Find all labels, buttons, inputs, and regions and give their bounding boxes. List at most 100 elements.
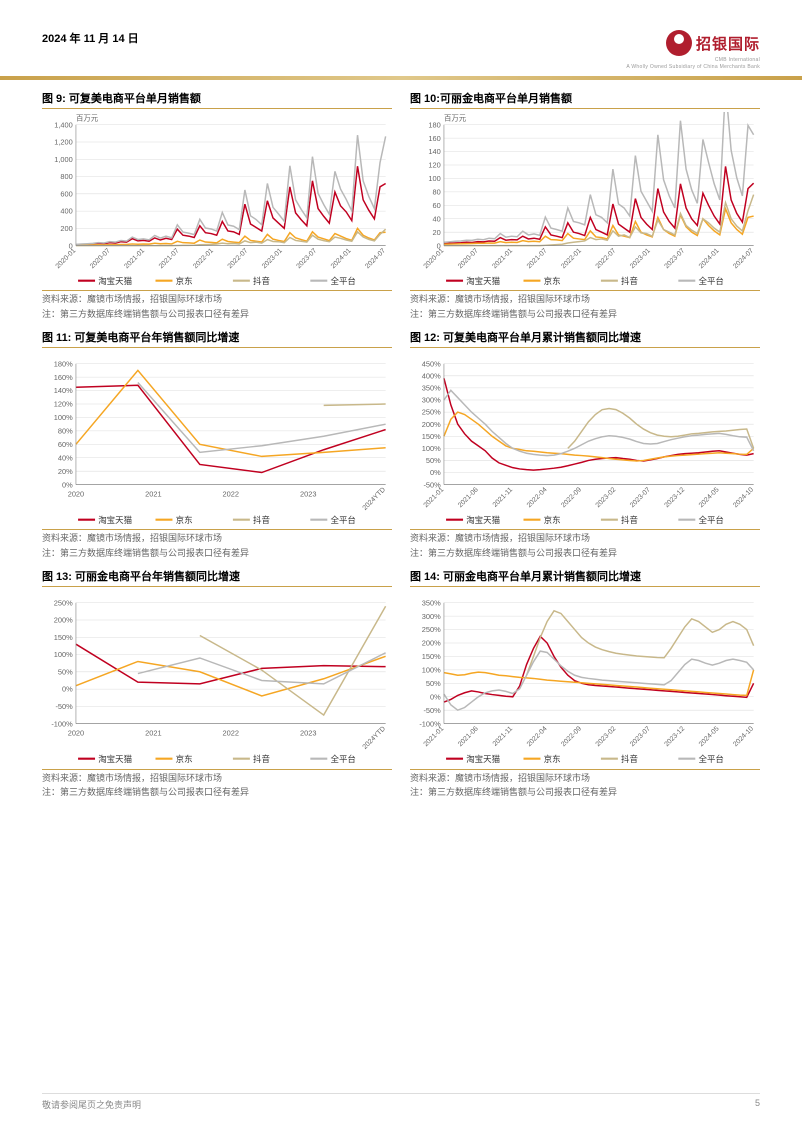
svg-text:2021: 2021 [145, 489, 161, 498]
svg-text:250%: 250% [422, 408, 441, 417]
svg-text:京东: 京东 [544, 754, 561, 764]
svg-text:250%: 250% [54, 599, 73, 608]
svg-text:抖音: 抖音 [253, 276, 270, 286]
footer-disclaimer: 敬请参阅尾页之免责声明 [42, 1098, 141, 1111]
svg-text:全平台: 全平台 [330, 276, 355, 286]
source-note: 注：第三方数据库终端销售额与公司报表口径有差异 [410, 547, 760, 561]
chart-cell-c11: 图 11: 可复美电商平台年销售额同比增速0%20%40%60%80%100%1… [42, 329, 392, 560]
svg-text:100%: 100% [54, 413, 73, 422]
svg-text:2021-01: 2021-01 [123, 247, 146, 270]
svg-text:60: 60 [433, 201, 441, 210]
chart-c9: 02004006008001,0001,2001,400百万元2020-0120… [42, 112, 392, 290]
svg-text:300%: 300% [422, 396, 441, 405]
chart-c12: -50%0%50%100%150%200%250%300%350%400%450… [410, 351, 760, 529]
source-note: 注：第三方数据库终端销售额与公司报表口径有差异 [410, 786, 760, 800]
divider [410, 769, 760, 770]
divider [42, 529, 392, 530]
svg-text:100%: 100% [54, 651, 73, 660]
svg-text:百万元: 百万元 [444, 113, 467, 122]
svg-text:2022-01: 2022-01 [192, 247, 215, 270]
svg-text:600: 600 [60, 189, 72, 198]
svg-text:200%: 200% [422, 420, 441, 429]
svg-text:2023-01: 2023-01 [261, 247, 284, 270]
svg-text:淘宝天猫: 淘宝天猫 [466, 754, 500, 764]
svg-text:-50%: -50% [423, 706, 441, 715]
svg-text:2024-05: 2024-05 [698, 486, 721, 509]
divider [410, 290, 760, 291]
svg-text:2023-07: 2023-07 [629, 726, 652, 749]
svg-text:200%: 200% [422, 639, 441, 648]
svg-text:160: 160 [428, 134, 440, 143]
svg-text:京东: 京东 [544, 515, 561, 525]
chart-title: 图 14: 可丽金电商平台单月累计销售额同比增速 [410, 568, 760, 587]
svg-text:300%: 300% [422, 612, 441, 621]
svg-text:2022-07: 2022-07 [227, 247, 250, 270]
source-note: 注：第三方数据库终端销售额与公司报表口径有差异 [42, 786, 392, 800]
svg-text:140: 140 [428, 147, 440, 156]
source-line: 资料来源：魔镜市场情报，招银国际环球市场 [42, 532, 392, 546]
svg-text:2020: 2020 [68, 729, 84, 738]
svg-text:1,200: 1,200 [54, 138, 73, 147]
svg-text:150%: 150% [54, 633, 73, 642]
svg-text:1,400: 1,400 [54, 120, 73, 129]
svg-text:120: 120 [428, 161, 440, 170]
svg-text:350%: 350% [422, 384, 441, 393]
svg-text:2024-07: 2024-07 [364, 247, 387, 270]
source-line: 资料来源：魔镜市场情报，招银国际环球市场 [410, 532, 760, 546]
svg-text:2021-01: 2021-01 [423, 486, 446, 509]
source-line: 资料来源：魔镜市场情报，招银国际环球市场 [410, 772, 760, 786]
svg-text:2023-02: 2023-02 [595, 726, 618, 749]
divider [410, 529, 760, 530]
svg-text:百万元: 百万元 [76, 113, 99, 122]
svg-text:2024YTD: 2024YTD [362, 726, 388, 752]
chart-title: 图 10:可丽金电商平台单月销售额 [410, 90, 760, 109]
svg-text:抖音: 抖音 [253, 754, 270, 764]
svg-text:2023-01: 2023-01 [629, 247, 652, 270]
svg-text:2024-07: 2024-07 [732, 247, 755, 270]
svg-text:80%: 80% [58, 427, 73, 436]
svg-text:50%: 50% [58, 668, 73, 677]
svg-text:京东: 京东 [176, 515, 193, 525]
chart-title: 图 9: 可复美电商平台单月销售额 [42, 90, 392, 109]
svg-text:2020: 2020 [68, 489, 84, 498]
svg-text:400%: 400% [422, 372, 441, 381]
svg-text:京东: 京东 [176, 754, 193, 764]
svg-text:2023-07: 2023-07 [663, 247, 686, 270]
svg-text:抖音: 抖音 [621, 276, 638, 286]
svg-text:400: 400 [60, 207, 72, 216]
svg-text:0%: 0% [430, 693, 441, 702]
chart-c13: -100%-50%0%50%100%150%200%250%2020202120… [42, 590, 392, 768]
divider-gold [0, 76, 802, 80]
svg-text:抖音: 抖音 [253, 515, 270, 525]
svg-text:2022: 2022 [223, 729, 239, 738]
svg-text:1,000: 1,000 [54, 155, 73, 164]
svg-text:450%: 450% [422, 360, 441, 369]
svg-text:2023: 2023 [300, 489, 316, 498]
svg-text:200: 200 [60, 224, 72, 233]
brand-en: CMB International [626, 57, 760, 63]
svg-text:京东: 京东 [176, 276, 193, 286]
chart-cell-c13: 图 13: 可丽金电商平台年销售额同比增速-100%-50%0%50%100%1… [42, 568, 392, 799]
svg-text:全平台: 全平台 [330, 754, 355, 764]
svg-text:2023: 2023 [300, 729, 316, 738]
svg-text:2022-01: 2022-01 [560, 247, 583, 270]
chart-cell-c10: 图 10:可丽金电商平台单月销售额02040608010012014016018… [410, 90, 760, 321]
svg-text:全平台: 全平台 [698, 515, 723, 525]
source-note: 注：第三方数据库终端销售额与公司报表口径有差异 [410, 308, 760, 322]
svg-text:2024-01: 2024-01 [698, 247, 721, 270]
svg-text:150%: 150% [422, 652, 441, 661]
chart-c10: 020406080100120140160180百万元2020-012020-0… [410, 112, 760, 290]
svg-text:京东: 京东 [544, 276, 561, 286]
svg-text:2024-10: 2024-10 [732, 726, 755, 749]
divider [42, 290, 392, 291]
source-line: 资料来源：魔镜市场情报，招银国际环球市场 [42, 293, 392, 307]
svg-text:20%: 20% [58, 467, 73, 476]
svg-text:350%: 350% [422, 599, 441, 608]
svg-text:-50%: -50% [55, 702, 73, 711]
brand-logo: 招银国际 CMB International A Wholly Owned Su… [626, 30, 760, 70]
svg-text:2023-02: 2023-02 [595, 486, 618, 509]
svg-text:60%: 60% [58, 440, 73, 449]
svg-text:250%: 250% [422, 626, 441, 635]
svg-text:80: 80 [433, 188, 441, 197]
svg-text:100%: 100% [422, 666, 441, 675]
